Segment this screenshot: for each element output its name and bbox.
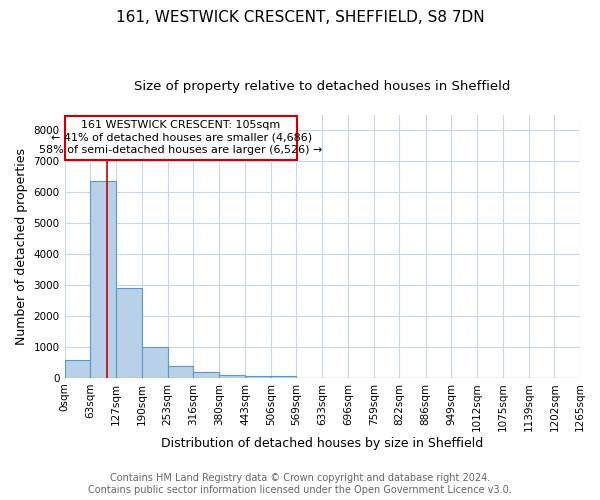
Bar [90, 180, 116, 378]
FancyBboxPatch shape [65, 116, 297, 160]
Title: Size of property relative to detached houses in Sheffield: Size of property relative to detached ho… [134, 80, 511, 93]
Bar [65, 360, 90, 378]
Text: 161 WESTWICK CRESCENT: 105sqm: 161 WESTWICK CRESCENT: 105sqm [82, 120, 281, 130]
Y-axis label: Number of detached properties: Number of detached properties [15, 148, 28, 345]
Bar [193, 372, 220, 378]
Text: 161, WESTWICK CRESCENT, SHEFFIELD, S8 7DN: 161, WESTWICK CRESCENT, SHEFFIELD, S8 7D… [116, 10, 484, 25]
Bar [220, 374, 245, 378]
Text: 58% of semi-detached houses are larger (6,526) →: 58% of semi-detached houses are larger (… [40, 145, 323, 155]
Bar [167, 366, 193, 378]
Bar [142, 347, 167, 378]
Bar [271, 376, 296, 378]
Bar [116, 288, 142, 378]
X-axis label: Distribution of detached houses by size in Sheffield: Distribution of detached houses by size … [161, 437, 484, 450]
Text: Contains HM Land Registry data © Crown copyright and database right 2024.
Contai: Contains HM Land Registry data © Crown c… [88, 474, 512, 495]
Text: ← 41% of detached houses are smaller (4,686): ← 41% of detached houses are smaller (4,… [50, 132, 311, 142]
Bar [245, 376, 271, 378]
